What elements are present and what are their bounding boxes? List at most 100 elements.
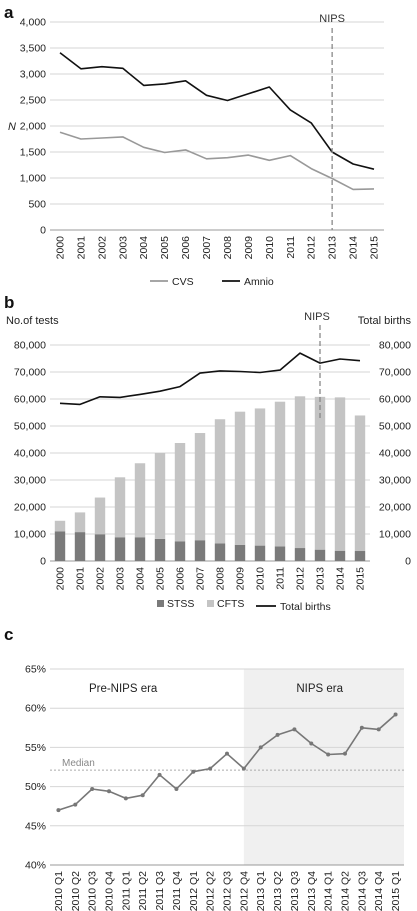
x-tick-label: 2011 Q2 <box>137 871 149 911</box>
data-point <box>123 796 128 801</box>
bar-stss <box>134 537 146 561</box>
x-tick-label: 2010 <box>264 236 276 260</box>
data-point <box>73 802 78 807</box>
bar-stss <box>194 540 206 561</box>
y-right-tick-label: 40,000 <box>379 448 411 460</box>
x-tick-label: 2011 <box>275 567 287 590</box>
data-point <box>241 766 246 771</box>
bar-cfts <box>294 396 306 549</box>
x-tick-label: 2013 Q2 <box>272 871 284 911</box>
x-tick-label: 2014 Q3 <box>356 871 368 911</box>
y-tick-label: 65% <box>25 664 46 676</box>
x-tick-label: 2013 Q4 <box>306 871 318 911</box>
bar-cfts <box>354 415 366 552</box>
y-right-tick-label: 30,000 <box>379 475 411 487</box>
y-tick-label: 4,000 <box>20 17 46 29</box>
bar-stss <box>74 532 86 561</box>
y-tick-label: 2,000 <box>20 121 46 133</box>
bar-cfts <box>154 453 166 539</box>
x-tick-label: 2010 <box>255 567 267 591</box>
y-tick-label: 40,000 <box>14 448 46 460</box>
y-right-tick-label: 50,000 <box>379 421 411 433</box>
series-line-amnio <box>59 52 375 170</box>
x-tick-label: 2009 <box>235 567 247 591</box>
x-tick-label: 2002 <box>95 567 107 591</box>
panel-c-y-ticks: 40% 45% 50% 55% 60% 65% <box>25 664 46 872</box>
y-right-tick-label: 80,000 <box>379 340 411 352</box>
panel-a-y-ticks: 0 500 1,000 1,500 2,000 2,500 3,000 3,500 4,000 <box>20 17 46 237</box>
data-point <box>359 725 364 730</box>
data-point <box>174 786 179 791</box>
panel-b: b No.of tests Total births 0 10,000 20,000… <box>4 293 411 613</box>
data-point <box>376 727 381 732</box>
panel-b-label: b <box>4 293 14 312</box>
y-tick-label: 3,000 <box>20 69 46 81</box>
bar-stss <box>294 548 306 561</box>
y-right-tick-label: 0 <box>405 556 411 568</box>
x-tick-label: 2012 <box>295 567 307 591</box>
data-point <box>191 769 196 774</box>
data-point <box>343 751 347 756</box>
series-line-cvs <box>59 131 375 191</box>
x-tick-label: 2007 <box>195 567 207 591</box>
bar-stss <box>274 546 286 561</box>
x-tick-label: 2011 Q1 <box>120 871 132 911</box>
bar-stss <box>354 551 366 561</box>
region-label: Pre-NIPS era <box>89 683 158 695</box>
series-line-total-births <box>59 352 361 406</box>
x-tick-label: 2006 <box>175 567 187 591</box>
nips-era-region <box>243 669 404 865</box>
panel-c-label: c <box>4 625 13 644</box>
bar-stss <box>54 531 66 561</box>
data-point <box>326 752 331 757</box>
panel-b-ylabel-left: No.of tests <box>6 315 59 327</box>
legend-label: Total births <box>280 601 331 613</box>
x-tick-label: 2005 <box>159 236 171 260</box>
panel-a-label: a <box>4 3 14 22</box>
x-tick-label: 2014 Q2 <box>340 871 352 911</box>
y-tick-label: 60,000 <box>14 394 46 406</box>
x-tick-label: 2000 <box>55 236 67 260</box>
y-tick-label: 500 <box>28 199 46 211</box>
data-point <box>393 712 398 717</box>
x-tick-label: 2007 <box>201 236 213 260</box>
panel-b-y-ticks-left: 0 10,000 20,000 30,000 40,000 50,000 60,000 70,… <box>14 340 46 568</box>
data-point <box>258 745 263 750</box>
x-tick-label: 2010 Q1 <box>53 871 65 911</box>
bar-stss <box>154 538 166 561</box>
legend-label: CFTS <box>217 598 244 610</box>
x-tick-label: 2011 <box>285 236 297 259</box>
x-tick-label: 2004 <box>135 567 147 591</box>
legend-label: CVS <box>172 276 194 288</box>
data-point <box>275 732 280 737</box>
panel-a-series <box>59 52 375 191</box>
x-tick-label: 2012 Q1 <box>188 871 200 911</box>
bar-cfts <box>334 397 346 551</box>
panel-b-legend: STSS CFTS Total births <box>157 598 331 613</box>
x-tick-label: 2013 <box>315 567 327 591</box>
x-tick-label: 2013 Q3 <box>289 871 301 911</box>
y-tick-label: 40% <box>25 860 46 872</box>
bar-stss <box>334 550 346 561</box>
data-point <box>225 751 229 756</box>
data-point <box>157 772 162 777</box>
y-tick-label: 80,000 <box>14 340 46 352</box>
panel-b-y-ticks-right: 0 10,000 20,000 30,000 40,000 50,000 60,000 70,… <box>379 340 411 568</box>
bar-cfts <box>314 396 326 550</box>
data-point <box>208 766 213 771</box>
data-point <box>140 793 145 798</box>
y-right-tick-label: 60,000 <box>379 394 411 406</box>
x-tick-label: 2012 Q4 <box>238 871 250 911</box>
y-right-tick-label: 20,000 <box>379 502 411 514</box>
x-tick-label: 2010 Q3 <box>87 871 99 911</box>
legend-label: Amnio <box>244 276 274 288</box>
panel-a-x-ticks: 2000 2001 2002 2003 2004 2005 2006 2007 2008 2009… <box>55 236 381 260</box>
panel-b-x-ticks: 2000 2001 2002 2003 2004 2005 2006 2007 2008 2009… <box>55 567 367 591</box>
panel-c-median-label: Median <box>62 758 95 769</box>
data-point <box>56 808 61 813</box>
region-label: NIPS era <box>296 683 343 695</box>
y-tick-label: 70,000 <box>14 367 46 379</box>
x-tick-label: 2012 Q3 <box>222 871 234 911</box>
bar-cfts <box>74 512 86 533</box>
